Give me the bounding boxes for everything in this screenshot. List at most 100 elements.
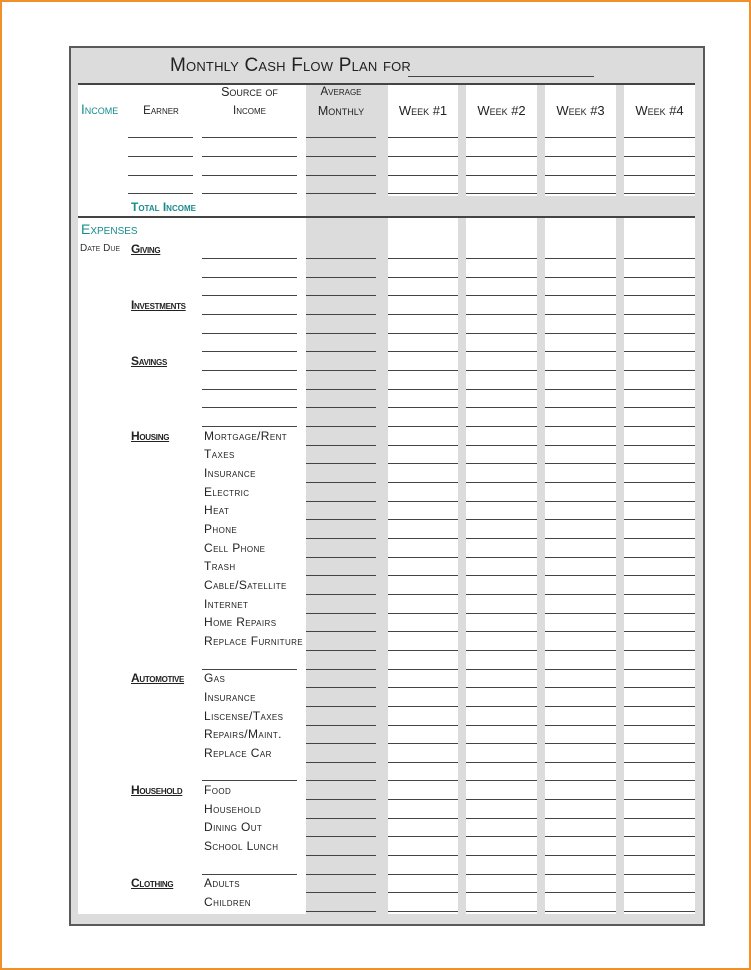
week-4-amount-blank[interactable] xyxy=(624,445,695,446)
average-amount-blank[interactable] xyxy=(306,836,376,837)
week-2-amount-blank[interactable] xyxy=(466,594,537,595)
name-blank-line[interactable] xyxy=(408,76,594,77)
earner-blank-3[interactable] xyxy=(128,175,193,176)
week-1-amount-blank[interactable] xyxy=(388,277,458,278)
week-1-amount-blank[interactable] xyxy=(388,575,458,576)
week-4-amount-blank[interactable] xyxy=(624,874,695,875)
week-4-amount-blank[interactable] xyxy=(624,650,695,651)
week-2-amount-blank[interactable] xyxy=(466,314,537,315)
average-amount-blank[interactable] xyxy=(306,780,376,781)
week-3-amount-blank[interactable] xyxy=(545,855,616,856)
week-1-amount-blank[interactable] xyxy=(388,687,458,688)
week-4-amount-blank[interactable] xyxy=(624,258,695,259)
week-1-amount-blank[interactable] xyxy=(388,818,458,819)
week-4-amount-blank[interactable] xyxy=(624,762,695,763)
week-4-amount-blank[interactable] xyxy=(624,687,695,688)
week-1-amount-blank[interactable] xyxy=(388,855,458,856)
week-3-income-blank-3[interactable] xyxy=(545,175,616,176)
week-4-income-blank-3[interactable] xyxy=(624,175,695,176)
average-amount-blank[interactable] xyxy=(306,650,376,651)
week-3-amount-blank[interactable] xyxy=(545,706,616,707)
week-2-amount-blank[interactable] xyxy=(466,557,537,558)
average-amount-blank[interactable] xyxy=(306,295,376,296)
week-1-amount-blank[interactable] xyxy=(388,501,458,502)
week-3-amount-blank[interactable] xyxy=(545,762,616,763)
week-4-amount-blank[interactable] xyxy=(624,631,695,632)
week-1-income-blank-3[interactable] xyxy=(388,175,458,176)
week-1-amount-blank[interactable] xyxy=(388,314,458,315)
week-4-income-blank-4[interactable] xyxy=(624,193,695,194)
week-2-amount-blank[interactable] xyxy=(466,370,537,371)
week-3-amount-blank[interactable] xyxy=(545,463,616,464)
income-source-blank-1[interactable] xyxy=(202,137,297,138)
week-1-amount-blank[interactable] xyxy=(388,725,458,726)
week-3-amount-blank[interactable] xyxy=(545,594,616,595)
average-amount-blank[interactable] xyxy=(306,706,376,707)
expense-source-blank[interactable] xyxy=(202,426,297,427)
week-3-amount-blank[interactable] xyxy=(545,519,616,520)
average-amount-blank[interactable] xyxy=(306,911,376,912)
average-amount-blank[interactable] xyxy=(306,874,376,875)
week-2-amount-blank[interactable] xyxy=(466,725,537,726)
week-2-income-blank-4[interactable] xyxy=(466,193,537,194)
week-4-amount-blank[interactable] xyxy=(624,295,695,296)
week-3-income-blank-1[interactable] xyxy=(545,137,616,138)
average-amount-blank[interactable] xyxy=(306,669,376,670)
week-1-amount-blank[interactable] xyxy=(388,799,458,800)
week-4-amount-blank[interactable] xyxy=(624,389,695,390)
expense-source-blank[interactable] xyxy=(202,389,297,390)
average-amount-blank[interactable] xyxy=(306,799,376,800)
average-amount-blank[interactable] xyxy=(306,892,376,893)
week-4-amount-blank[interactable] xyxy=(624,407,695,408)
expense-source-blank[interactable] xyxy=(202,314,297,315)
week-4-amount-blank[interactable] xyxy=(624,892,695,893)
earner-blank-1[interactable] xyxy=(128,137,193,138)
week-4-amount-blank[interactable] xyxy=(624,557,695,558)
week-4-amount-blank[interactable] xyxy=(624,594,695,595)
week-2-amount-blank[interactable] xyxy=(466,519,537,520)
week-1-amount-blank[interactable] xyxy=(388,538,458,539)
week-1-amount-blank[interactable] xyxy=(388,445,458,446)
expense-source-blank[interactable] xyxy=(202,351,297,352)
average-amount-blank[interactable] xyxy=(306,538,376,539)
week-1-amount-blank[interactable] xyxy=(388,370,458,371)
expense-source-blank[interactable] xyxy=(202,370,297,371)
average-income-blank-4[interactable] xyxy=(306,193,376,194)
expense-source-blank[interactable] xyxy=(202,258,297,259)
week-4-amount-blank[interactable] xyxy=(624,780,695,781)
week-2-amount-blank[interactable] xyxy=(466,351,537,352)
week-1-amount-blank[interactable] xyxy=(388,594,458,595)
income-source-blank-3[interactable] xyxy=(202,175,297,176)
week-4-amount-blank[interactable] xyxy=(624,351,695,352)
week-3-amount-blank[interactable] xyxy=(545,911,616,912)
week-4-amount-blank[interactable] xyxy=(624,911,695,912)
average-amount-blank[interactable] xyxy=(306,631,376,632)
week-3-income-blank-2[interactable] xyxy=(545,156,616,157)
week-2-amount-blank[interactable] xyxy=(466,892,537,893)
week-4-amount-blank[interactable] xyxy=(624,669,695,670)
week-4-income-blank-1[interactable] xyxy=(624,137,695,138)
week-3-amount-blank[interactable] xyxy=(545,725,616,726)
expense-source-blank[interactable] xyxy=(202,780,297,781)
week-2-amount-blank[interactable] xyxy=(466,687,537,688)
week-2-amount-blank[interactable] xyxy=(466,818,537,819)
week-4-amount-blank[interactable] xyxy=(624,855,695,856)
week-4-amount-blank[interactable] xyxy=(624,725,695,726)
week-1-amount-blank[interactable] xyxy=(388,892,458,893)
average-amount-blank[interactable] xyxy=(306,613,376,614)
earner-blank-2[interactable] xyxy=(128,156,193,157)
week-4-income-blank-2[interactable] xyxy=(624,156,695,157)
week-2-amount-blank[interactable] xyxy=(466,855,537,856)
week-4-amount-blank[interactable] xyxy=(624,333,695,334)
week-3-amount-blank[interactable] xyxy=(545,836,616,837)
week-4-amount-blank[interactable] xyxy=(624,501,695,502)
average-amount-blank[interactable] xyxy=(306,426,376,427)
week-1-amount-blank[interactable] xyxy=(388,258,458,259)
week-2-amount-blank[interactable] xyxy=(466,706,537,707)
week-2-amount-blank[interactable] xyxy=(466,333,537,334)
average-amount-blank[interactable] xyxy=(306,277,376,278)
week-1-amount-blank[interactable] xyxy=(388,743,458,744)
week-3-amount-blank[interactable] xyxy=(545,557,616,558)
week-2-income-blank-2[interactable] xyxy=(466,156,537,157)
week-1-amount-blank[interactable] xyxy=(388,389,458,390)
